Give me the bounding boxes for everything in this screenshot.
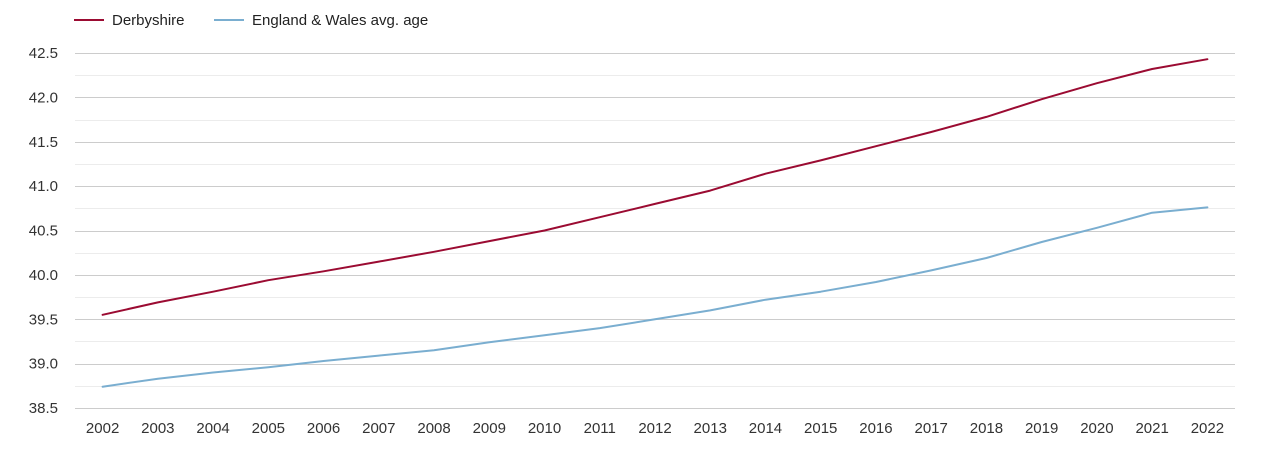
legend-label-derbyshire: Derbyshire: [112, 12, 185, 29]
x-tick-label: 2016: [859, 420, 892, 437]
x-tick-label: 2011: [584, 420, 616, 437]
y-axis: 38.5 39.0 39.5 40.0 40.5 41.0 41.5 42.0 42.5: [29, 45, 58, 417]
y-tick-label: 41.0: [29, 178, 58, 195]
x-tick-label: 2015: [804, 420, 837, 437]
series-line-1: [101, 206, 1209, 388]
x-tick-label: 2008: [417, 420, 450, 437]
y-tick-label: 40.0: [29, 267, 58, 284]
x-tick-label: 2005: [252, 420, 285, 437]
x-tick-label: 2009: [473, 420, 506, 437]
x-tick-label: 2003: [141, 420, 174, 437]
x-tick-label: 2017: [915, 420, 948, 437]
x-tick-label: 2018: [970, 420, 1003, 437]
x-tick-label: 2012: [638, 420, 671, 437]
y-tick-label: 39.5: [29, 311, 58, 328]
y-tick-label: 41.5: [29, 134, 58, 151]
y-tick-label: 42.0: [29, 89, 58, 106]
x-tick-label: 2007: [362, 420, 395, 437]
x-tick-label: 2021: [1135, 420, 1168, 437]
y-tick-label: 38.5: [29, 400, 58, 417]
legend-label-england-wales: England & Wales avg. age: [252, 12, 428, 29]
series-lines: [101, 58, 1209, 388]
legend: Derbyshire England & Wales avg. age: [74, 12, 428, 29]
x-tick-label: 2004: [196, 420, 229, 437]
x-tick-label: 2013: [694, 420, 727, 437]
x-tick-label: 2010: [528, 420, 561, 437]
series-line-0: [101, 58, 1209, 316]
x-tick-label: 2020: [1080, 420, 1113, 437]
y-tick-label: 40.5: [29, 223, 58, 240]
gridlines: [75, 53, 1235, 409]
x-tick-label: 2019: [1025, 420, 1058, 437]
y-tick-label: 39.0: [29, 356, 58, 373]
x-tick-label: 2006: [307, 420, 340, 437]
x-tick-label: 2022: [1191, 420, 1224, 437]
x-axis: 2002 2003 2004 2005 2006 2007 2008 2009 2010 2011…: [86, 420, 1224, 437]
y-tick-label: 42.5: [29, 45, 58, 62]
x-tick-label: 2014: [749, 420, 782, 437]
x-tick-label: 2002: [86, 420, 119, 437]
